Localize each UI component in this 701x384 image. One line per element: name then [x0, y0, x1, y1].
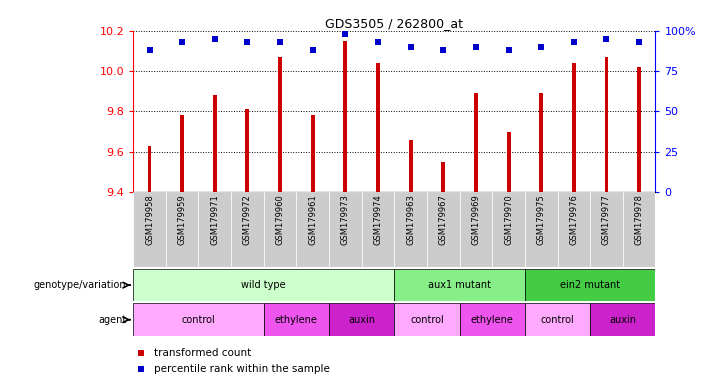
Bar — [264, 303, 329, 336]
Text: GSM179977: GSM179977 — [602, 194, 611, 245]
Bar — [133, 303, 264, 336]
Bar — [590, 192, 622, 267]
Bar — [395, 269, 525, 301]
Text: ethylene: ethylene — [471, 314, 514, 325]
Bar — [133, 269, 395, 301]
Text: GSM179978: GSM179978 — [634, 194, 644, 245]
Text: control: control — [182, 314, 215, 325]
Text: genotype/variation: genotype/variation — [34, 280, 126, 290]
Bar — [539, 93, 543, 192]
Text: ethylene: ethylene — [275, 314, 318, 325]
Bar — [507, 132, 510, 192]
Bar — [329, 192, 362, 267]
Bar — [637, 67, 641, 192]
Bar — [362, 192, 395, 267]
Bar — [147, 146, 151, 192]
Bar — [474, 93, 478, 192]
Bar — [427, 192, 460, 267]
Text: GSM179971: GSM179971 — [210, 194, 219, 245]
Bar — [166, 192, 198, 267]
Bar — [460, 192, 492, 267]
Bar — [622, 192, 655, 267]
Bar — [198, 192, 231, 267]
Text: GSM179958: GSM179958 — [145, 194, 154, 245]
Bar — [525, 269, 655, 301]
Text: GSM179972: GSM179972 — [243, 194, 252, 245]
Text: GSM179961: GSM179961 — [308, 194, 318, 245]
Bar — [460, 303, 525, 336]
Text: transformed count: transformed count — [154, 348, 252, 358]
Text: aux1 mutant: aux1 mutant — [428, 280, 491, 290]
Text: GSM179969: GSM179969 — [471, 194, 480, 245]
Text: GSM179973: GSM179973 — [341, 194, 350, 245]
Bar — [525, 303, 590, 336]
Text: GSM179959: GSM179959 — [177, 194, 186, 245]
Bar — [245, 109, 250, 192]
Text: GSM179967: GSM179967 — [439, 194, 448, 245]
Text: control: control — [540, 314, 574, 325]
Bar — [376, 63, 380, 192]
Bar — [264, 192, 297, 267]
Text: agent: agent — [98, 314, 126, 325]
Bar — [557, 192, 590, 267]
Bar — [213, 95, 217, 192]
Bar — [442, 162, 445, 192]
Bar — [231, 192, 264, 267]
Title: GDS3505 / 262800_at: GDS3505 / 262800_at — [325, 17, 463, 30]
Bar — [133, 192, 166, 267]
Bar — [525, 192, 557, 267]
Bar — [395, 192, 427, 267]
Text: wild type: wild type — [241, 280, 286, 290]
Text: GSM179976: GSM179976 — [569, 194, 578, 245]
Text: auxin: auxin — [609, 314, 637, 325]
Text: GSM179975: GSM179975 — [537, 194, 545, 245]
Text: GSM179963: GSM179963 — [406, 194, 415, 245]
Text: ein2 mutant: ein2 mutant — [560, 280, 620, 290]
Text: auxin: auxin — [348, 314, 375, 325]
Bar — [409, 139, 413, 192]
Bar — [492, 192, 525, 267]
Bar — [604, 57, 608, 192]
Bar — [311, 116, 315, 192]
Text: GSM179974: GSM179974 — [374, 194, 383, 245]
Bar — [572, 63, 576, 192]
Text: control: control — [410, 314, 444, 325]
Bar — [180, 116, 184, 192]
Text: percentile rank within the sample: percentile rank within the sample — [154, 364, 330, 374]
Bar — [278, 57, 282, 192]
Text: GSM179960: GSM179960 — [275, 194, 285, 245]
Text: GSM179970: GSM179970 — [504, 194, 513, 245]
Bar — [329, 303, 394, 336]
Bar — [343, 41, 347, 192]
Bar — [395, 303, 460, 336]
Bar — [590, 303, 655, 336]
Bar — [297, 192, 329, 267]
